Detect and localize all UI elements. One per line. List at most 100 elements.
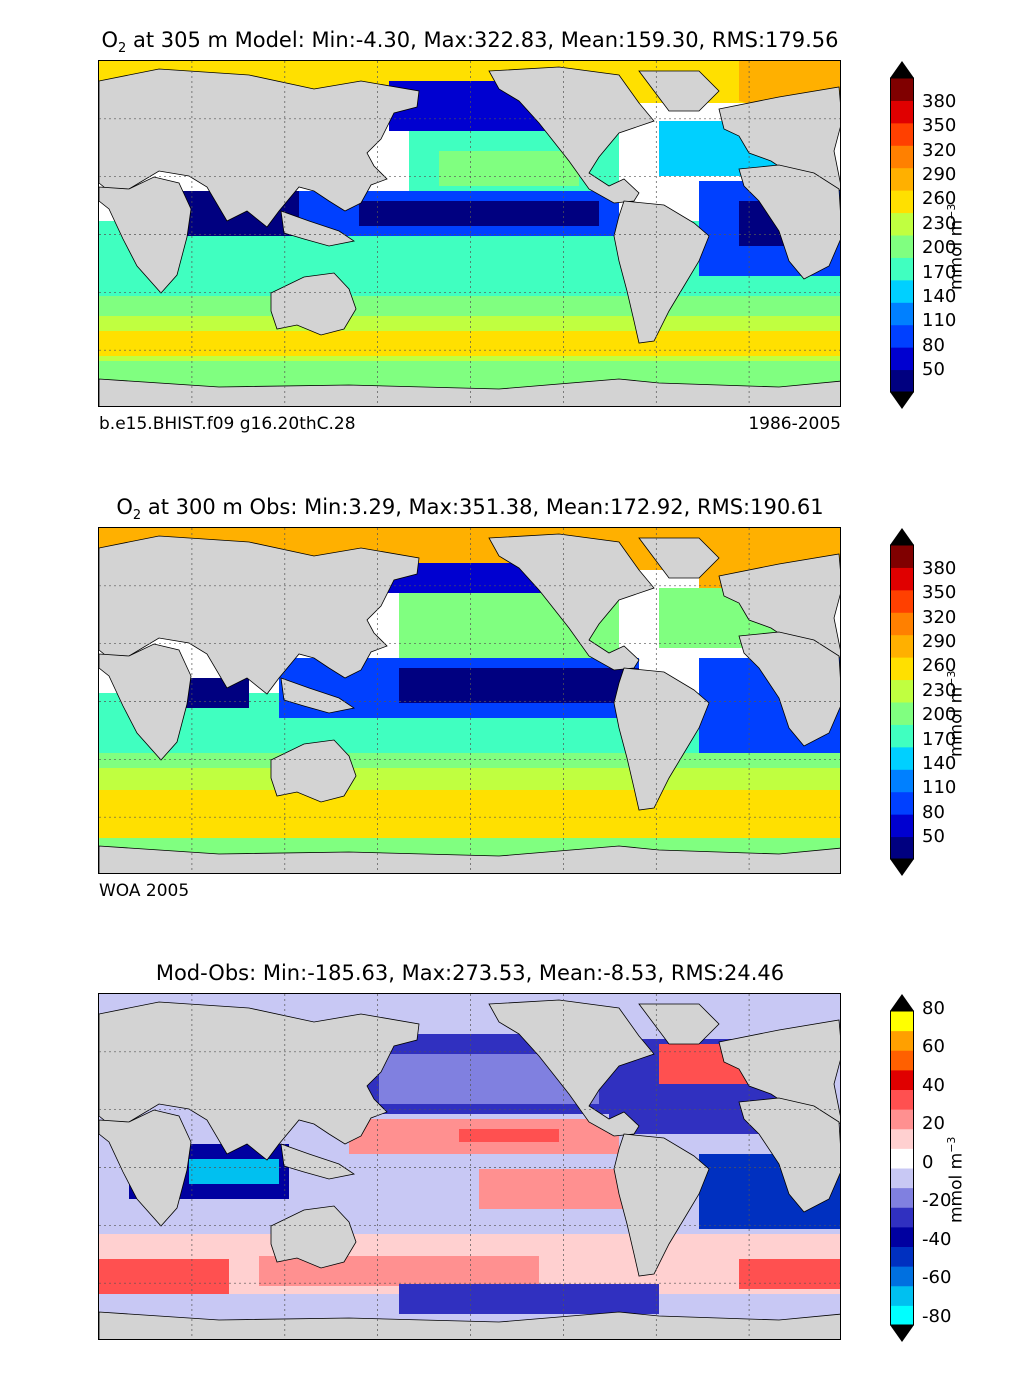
colorbar-band bbox=[890, 1128, 914, 1149]
colorbar-tick: 60 bbox=[922, 1036, 945, 1057]
colorbar-band bbox=[890, 769, 914, 793]
colorbar-band bbox=[890, 724, 914, 748]
colorbar-band bbox=[890, 814, 914, 838]
colorbar-min-extension bbox=[890, 1325, 914, 1342]
ocean-field-region bbox=[189, 1159, 279, 1184]
colorbar-band bbox=[890, 1246, 914, 1267]
colorbar-frame bbox=[890, 77, 914, 393]
model-case-label: b.e15.BHIST.f09 g16.20thC.28 bbox=[99, 414, 356, 434]
land-mask bbox=[613, 1133, 710, 1277]
land-mask bbox=[99, 378, 840, 406]
land-mask bbox=[280, 210, 356, 247]
model-panel: O2 at 305 m Model: Min:-4.30, Max:322.83… bbox=[0, 0, 1025, 455]
colorbar-band bbox=[890, 1089, 914, 1110]
land-mask bbox=[638, 70, 720, 112]
land-mask bbox=[613, 667, 710, 811]
colorbar-band bbox=[890, 1011, 914, 1032]
land-mask bbox=[638, 1003, 720, 1045]
land-mask bbox=[488, 999, 655, 1137]
obs-panel: O2 at 300 m Obs: Min:3.29, Max:351.38, M… bbox=[0, 467, 1025, 922]
colorbar-tick: 230 bbox=[922, 680, 957, 701]
colorbar-tick: 140 bbox=[922, 286, 957, 307]
colorbar-band bbox=[890, 1207, 914, 1228]
colorbar-band bbox=[890, 589, 914, 613]
difference-panel: Mod-Obs: Min:-185.63, Max:273.53, Mean:-… bbox=[0, 933, 1025, 1388]
colorbar-band bbox=[890, 634, 914, 658]
colorbar-tick: 200 bbox=[922, 704, 957, 725]
ocean-field-region bbox=[399, 1284, 659, 1314]
colorbar-band bbox=[890, 369, 914, 393]
colorbar-band bbox=[890, 702, 914, 725]
colorbar-band bbox=[890, 190, 914, 214]
land-mask bbox=[488, 533, 655, 671]
colorbar-tick: 80 bbox=[922, 335, 945, 356]
colorbar-tick: 320 bbox=[922, 607, 957, 628]
colorbar-band bbox=[890, 567, 914, 591]
obs-source-label: WOA 2005 bbox=[99, 881, 190, 901]
colorbar-band bbox=[890, 1109, 914, 1130]
colorbar-band bbox=[890, 145, 914, 169]
ocean-field-region bbox=[259, 1256, 539, 1286]
colorbar-unit: mmol m−3 bbox=[945, 1136, 967, 1223]
colorbar-band bbox=[890, 347, 914, 371]
colorbar-band bbox=[890, 1030, 914, 1051]
colorbar-max-extension bbox=[890, 528, 914, 545]
colorbar-tick: 350 bbox=[922, 582, 957, 603]
colorbar-tick: 40 bbox=[922, 1075, 945, 1096]
land-mask bbox=[99, 845, 840, 873]
colorbar-band bbox=[890, 1305, 914, 1326]
land-mask bbox=[738, 1097, 840, 1213]
colorbar-tick: 380 bbox=[922, 558, 957, 579]
ocean-field-region bbox=[359, 201, 599, 226]
model-map bbox=[98, 60, 841, 407]
colorbar-tick: 260 bbox=[922, 188, 957, 209]
land-mask bbox=[270, 272, 357, 336]
ocean-field-region bbox=[399, 668, 639, 703]
colorbar-band bbox=[890, 324, 914, 348]
colorbar-tick: 80 bbox=[922, 802, 945, 823]
difference-colorbar bbox=[890, 993, 914, 1343]
difference-title: Mod-Obs: Min:-185.63, Max:273.53, Mean:-… bbox=[155, 961, 785, 985]
land-mask bbox=[99, 68, 420, 228]
colorbar-tick: 80 bbox=[922, 998, 945, 1019]
land-mask bbox=[613, 200, 710, 344]
land-mask bbox=[99, 1311, 840, 1339]
colorbar-tick: -40 bbox=[922, 1229, 952, 1250]
colorbar-unit: mmol m−3 bbox=[945, 203, 967, 290]
obs-colorbar bbox=[890, 527, 914, 877]
ocean-field-region bbox=[379, 1054, 599, 1104]
colorbar-band bbox=[890, 1187, 914, 1208]
colorbar-tick: 170 bbox=[922, 729, 957, 750]
land-mask bbox=[488, 66, 655, 204]
ocean-field-region bbox=[99, 768, 840, 790]
colorbar-tick: -60 bbox=[922, 1267, 952, 1288]
land-mask bbox=[99, 1001, 420, 1161]
colorbar-tick: 380 bbox=[922, 91, 957, 112]
colorbar-tick: 50 bbox=[922, 359, 945, 380]
ocean-field-region bbox=[739, 1259, 840, 1289]
land-mask bbox=[638, 537, 720, 579]
obs-map bbox=[98, 527, 841, 874]
colorbar-tick: 350 bbox=[922, 115, 957, 136]
colorbar-band bbox=[890, 235, 914, 258]
colorbar-tick: 230 bbox=[922, 213, 957, 234]
model-colorbar bbox=[890, 60, 914, 410]
colorbar-tick: 200 bbox=[922, 237, 957, 258]
difference-map bbox=[98, 993, 841, 1340]
colorbar-band bbox=[890, 1266, 914, 1287]
colorbar-tick: 290 bbox=[922, 631, 957, 652]
colorbar-max-extension bbox=[890, 994, 914, 1011]
colorbar-max-extension bbox=[890, 61, 914, 78]
colorbar-band bbox=[890, 1285, 914, 1306]
land-mask bbox=[738, 631, 840, 747]
colorbar-min-extension bbox=[890, 392, 914, 409]
colorbar-band bbox=[890, 257, 914, 281]
colorbar-band bbox=[890, 679, 914, 703]
colorbar-tick: -20 bbox=[922, 1190, 952, 1211]
colorbar-tick: 0 bbox=[922, 1152, 934, 1173]
ocean-field-region bbox=[459, 1129, 559, 1142]
colorbar-tick: 260 bbox=[922, 655, 957, 676]
colorbar-tick: 290 bbox=[922, 164, 957, 185]
ocean-field-region bbox=[439, 151, 579, 186]
land-mask bbox=[99, 535, 420, 695]
